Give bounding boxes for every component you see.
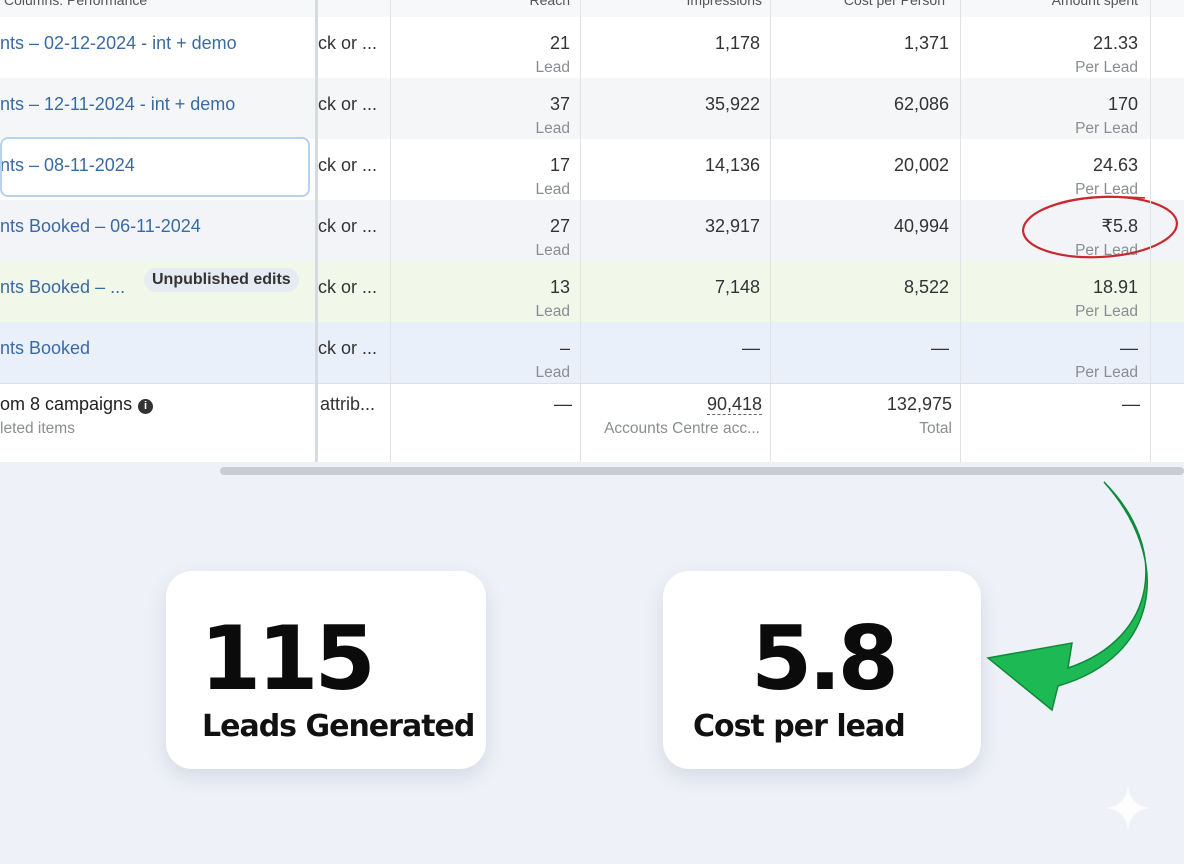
- campaign-name-link[interactable]: nts – 12-11-2024 - int + demo: [0, 94, 236, 114]
- results-value: 21: [549, 33, 570, 53]
- table-row[interactable]: nts Booked – 06-11-2024 ck or ... 27 Lea…: [0, 195, 1184, 261]
- reach-value: 20,002: [893, 155, 949, 175]
- campaign-table: Columns: Performance Reach Impressions C…: [0, 0, 1184, 462]
- highlight-circle: [1021, 195, 1179, 259]
- table-header: Columns: Performance Reach Impressions C…: [0, 0, 1184, 18]
- reach-value: 40,994: [893, 216, 949, 236]
- table-row[interactable]: nts – 08-11-2024 ck or ... 17 Lead 14,13…: [0, 139, 1184, 200]
- totals-reach-sub: Total: [919, 420, 952, 437]
- column-divider: [960, 0, 961, 462]
- unpublished-edits-badge: Unpublished edits: [144, 268, 299, 292]
- campaign-name-link[interactable]: nts Booked – ...: [0, 277, 126, 297]
- totals-delivery: attrib...: [320, 394, 376, 414]
- delivery-status: ck or ...: [318, 277, 378, 297]
- impressions-value: 32,917: [704, 216, 760, 236]
- info-icon[interactable]: i: [138, 399, 154, 414]
- reach-value: 8,522: [903, 277, 949, 297]
- delivery-status: ck or ...: [318, 216, 378, 236]
- results-unit: Lead: [535, 120, 570, 137]
- cost-value: —: [1120, 338, 1138, 358]
- name-cell-focus-outline: [0, 137, 310, 197]
- totals-row: om 8 campaigns i leted items attrib... — …: [0, 383, 1184, 462]
- cost-unit: Per Lead: [1075, 364, 1138, 381]
- column-divider: [1150, 0, 1151, 462]
- amount-spent-header[interactable]: Amount spent: [1051, 0, 1138, 8]
- totals-label: om 8 campaigns i: [0, 394, 154, 415]
- frozen-column-divider: [315, 0, 318, 462]
- cost-unit: Per Lead: [1075, 120, 1138, 137]
- cost-value: 24.63: [1092, 155, 1138, 175]
- impressions-value: 1,178: [714, 33, 760, 53]
- cost-per-lead-value: 5.8: [751, 607, 899, 710]
- table-row[interactable]: nts – 02-12-2024 - int + demo ck or ... …: [0, 17, 1184, 78]
- cost-value: ₹5.8: [1101, 216, 1138, 236]
- impressions-value: 35,922: [704, 94, 760, 114]
- results-unit: Lead: [535, 303, 570, 320]
- column-divider: [580, 0, 581, 462]
- results-unit: Lead: [535, 59, 570, 76]
- cost-unit: Per Lead: [1075, 59, 1138, 76]
- cost-unit: Per Lead: [1075, 303, 1138, 320]
- reach-value: 62,086: [893, 94, 949, 114]
- totals-impressions: 90,418: [706, 394, 762, 415]
- columns-selector[interactable]: Columns: Performance: [4, 0, 148, 8]
- impressions-value: 7,148: [714, 277, 760, 297]
- delivery-status: ck or ...: [318, 33, 378, 53]
- horizontal-scrollbar[interactable]: [220, 467, 1184, 475]
- cost-per-lead-card: 5.8 Cost per lead: [663, 571, 981, 769]
- impressions-value: —: [742, 338, 760, 358]
- impressions-value: 14,136: [704, 155, 760, 175]
- leads-generated-card: 115 Leads Generated: [166, 571, 486, 769]
- campaign-name-link[interactable]: nts Booked – 06-11-2024: [0, 216, 201, 236]
- table-row[interactable]: nts Booked – ... Unpublished edits ck or…: [0, 261, 1184, 322]
- cost-value: 18.91: [1092, 277, 1138, 297]
- results-unit: Lead: [535, 364, 570, 381]
- delivery-status: ck or ...: [318, 155, 378, 175]
- curved-arrow-icon: [986, 481, 1148, 712]
- table-row[interactable]: nts – 12-11-2024 - int + demo ck or ... …: [0, 78, 1184, 139]
- campaign-name-link[interactable]: nts – 08-11-2024: [0, 155, 135, 175]
- delivery-status: ck or ...: [318, 94, 378, 114]
- totals-sublabel: leted items: [0, 420, 75, 437]
- cost-per-lead-label: Cost per lead: [693, 709, 906, 744]
- reach-value: —: [931, 338, 949, 358]
- reach-value: 1,371: [903, 33, 949, 53]
- cost-value: 21.33: [1092, 33, 1138, 53]
- column-divider: [390, 0, 391, 462]
- cost-value: 170: [1107, 94, 1138, 114]
- results-value: –: [559, 338, 570, 358]
- results-value: 27: [549, 216, 570, 236]
- delivery-status: ck or ...: [318, 338, 378, 358]
- campaign-name-link[interactable]: nts Booked: [0, 338, 91, 358]
- impressions-header[interactable]: Impressions: [686, 0, 762, 8]
- cost-unit: Per Lead: [1075, 181, 1138, 198]
- totals-results: —: [554, 394, 572, 414]
- results-value: 37: [549, 94, 570, 114]
- leads-value: 115: [200, 607, 376, 710]
- sparkle-icon: [1106, 786, 1150, 830]
- results-unit: Lead: [535, 242, 570, 259]
- reach-header[interactable]: Reach: [529, 0, 570, 8]
- cost-per-result-header[interactable]: Cost per Person: [843, 0, 945, 8]
- leads-label: Leads Generated: [202, 709, 475, 744]
- results-value: 17: [549, 155, 570, 175]
- column-divider: [770, 0, 771, 462]
- results-unit: Lead: [535, 181, 570, 198]
- totals-cost: —: [1122, 394, 1140, 414]
- table-row[interactable]: nts Booked ck or ... – Lead — — — Per Le…: [0, 322, 1184, 383]
- results-value: 13: [549, 277, 570, 297]
- campaign-name-link[interactable]: nts – 02-12-2024 - int + demo: [0, 33, 237, 53]
- totals-impressions-sub: Accounts Centre acc...: [604, 420, 760, 437]
- totals-reach: 132,975: [886, 394, 952, 414]
